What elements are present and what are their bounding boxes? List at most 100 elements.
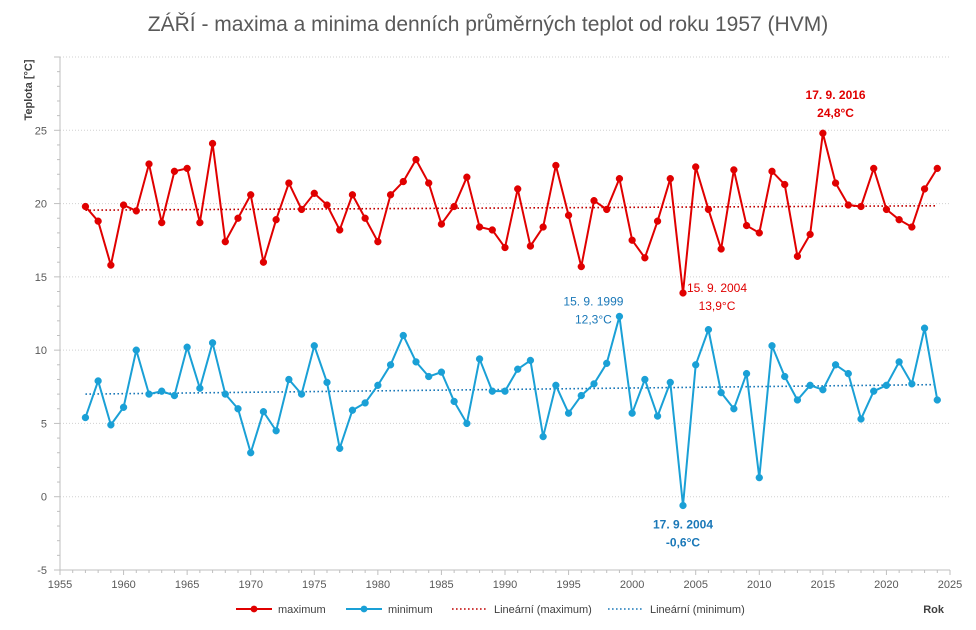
data-point-minimum [603, 359, 611, 367]
data-point-maximum [526, 242, 535, 250]
data-point-minimum [196, 384, 204, 392]
data-point-minimum [412, 358, 420, 366]
data-point-maximum [81, 202, 90, 211]
data-point-minimum [870, 387, 878, 395]
data-point-maximum [704, 205, 713, 214]
data-point-minimum [895, 358, 903, 366]
annotation-date: 15. 9. 2004 [687, 281, 747, 295]
data-point-minimum [158, 387, 166, 395]
data-point-minimum [221, 390, 229, 398]
y-tick-label: 25 [35, 125, 47, 137]
data-point-maximum [781, 180, 789, 189]
data-point-maximum [208, 139, 217, 148]
annotation-date: 17. 9. 2004 [653, 518, 713, 532]
data-point-minimum [259, 408, 268, 416]
x-tick-label: 1955 [48, 579, 72, 591]
data-point-minimum [781, 372, 789, 381]
legend-swatch-marker [250, 605, 258, 613]
data-point-minimum [285, 375, 293, 384]
x-tick-label: 1965 [175, 579, 199, 591]
data-point-maximum [679, 289, 687, 297]
x-tick-label: 2005 [683, 579, 707, 591]
data-point-minimum [272, 427, 280, 435]
data-point-minimum [692, 361, 700, 369]
y-axis-title: Teplota [°C] [23, 59, 35, 120]
data-point-maximum [132, 207, 140, 215]
data-point-minimum [526, 356, 535, 365]
y-tick-label: 5 [41, 418, 47, 430]
data-point-maximum [183, 164, 191, 173]
data-point-minimum [514, 365, 522, 373]
data-point-minimum [641, 375, 649, 384]
data-point-maximum [908, 223, 916, 231]
data-point-minimum [615, 312, 624, 321]
data-point-maximum [590, 196, 598, 205]
data-point-maximum [348, 191, 357, 199]
data-point-maximum [819, 129, 827, 137]
data-point-maximum [145, 160, 153, 168]
data-point-minimum [348, 406, 357, 414]
data-point-maximum [488, 226, 496, 234]
x-tick-label: 2000 [620, 579, 644, 591]
data-point-minimum [704, 325, 713, 334]
data-point-minimum [501, 387, 509, 395]
data-point-maximum [297, 205, 306, 214]
y-tick-label: -5 [37, 565, 47, 577]
annotations: 17. 9. 2016 24,8°C 15. 9. 2004 13,9°C 15. 9.… [563, 88, 866, 549]
y-tick-label: 20 [35, 199, 47, 211]
x-tick-label: 2015 [811, 579, 835, 591]
data-point-minimum [437, 368, 446, 376]
annotation-value: 12,3°C [575, 312, 612, 326]
x-tick-label: 2010 [747, 579, 771, 591]
data-point-minimum [170, 391, 179, 400]
data-point-maximum [564, 211, 573, 219]
data-point-maximum [768, 167, 776, 175]
data-point-maximum [666, 175, 674, 183]
x-tick-label: 1990 [493, 579, 517, 591]
data-point-minimum [564, 409, 573, 417]
data-point-maximum [259, 258, 268, 266]
data-point-minimum [679, 501, 687, 510]
data-point-minimum [857, 415, 865, 423]
data-point-maximum [196, 218, 204, 227]
data-point-minimum [94, 377, 102, 385]
annotation-date: 17. 9. 2016 [806, 88, 866, 102]
x-tick-label: 1975 [302, 579, 326, 591]
data-point-maximum [539, 223, 547, 231]
data-point-minimum [361, 399, 369, 407]
data-point-maximum [730, 166, 738, 174]
data-point-minimum [806, 381, 814, 389]
data-point-minimum [386, 361, 395, 369]
data-point-minimum [374, 381, 382, 389]
data-point-maximum [615, 175, 624, 183]
x-tick-label: 1980 [366, 579, 390, 591]
data-point-minimum [183, 343, 191, 351]
data-point-maximum [323, 201, 331, 209]
data-point-maximum [221, 238, 229, 246]
data-point-minimum [666, 378, 674, 387]
data-point-minimum [336, 444, 344, 452]
data-point-minimum [730, 405, 738, 413]
data-point-maximum [882, 205, 891, 214]
data-point-minimum [819, 386, 827, 394]
data-point-maximum [641, 254, 649, 262]
data-point-maximum [399, 177, 407, 186]
data-point-maximum [272, 216, 280, 224]
data-point-minimum [81, 413, 90, 422]
data-point-minimum [132, 346, 140, 354]
data-point-minimum [399, 331, 407, 340]
data-point-maximum [119, 201, 128, 209]
data-point-maximum [653, 217, 662, 225]
data-point-maximum [450, 202, 458, 211]
data-point-maximum [336, 226, 344, 234]
annotation-date: 15. 9. 1999 [563, 294, 623, 308]
data-point-minimum [539, 432, 547, 441]
data-point-maximum [870, 164, 878, 173]
data-point-minimum [310, 342, 318, 350]
annotation-value: -0,6°C [666, 536, 700, 550]
data-point-minimum [463, 419, 471, 428]
x-tick-label: 1985 [429, 579, 453, 591]
data-point-maximum [463, 173, 471, 181]
